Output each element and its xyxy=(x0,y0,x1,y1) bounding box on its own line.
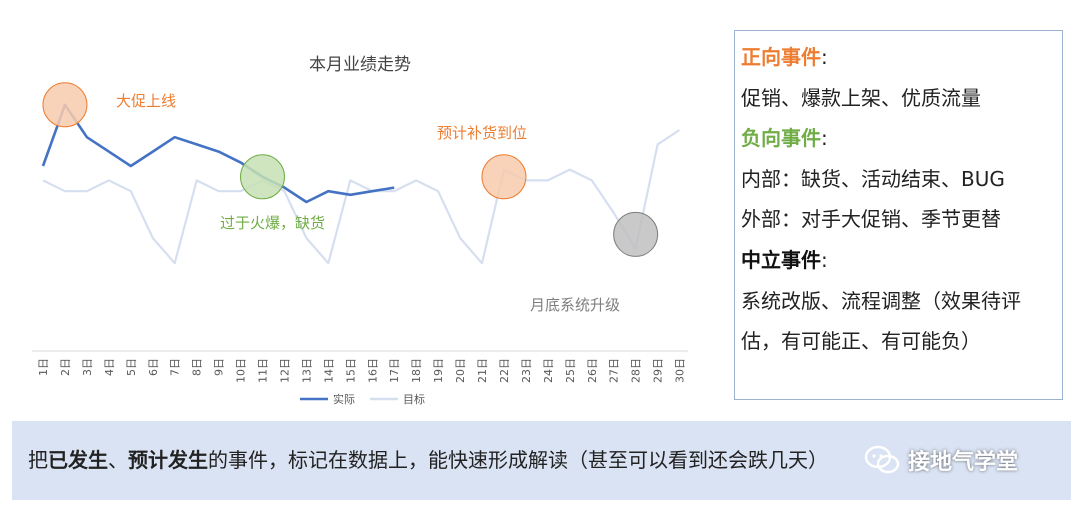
legend-label-actual: 实际 xyxy=(333,392,355,406)
positive-items: 促销、爆款上架、优质流量 xyxy=(741,85,981,110)
x-tick-label: 13日 xyxy=(300,358,313,383)
x-tick-label: 14日 xyxy=(322,358,335,383)
x-tick-label: 10日 xyxy=(235,358,248,383)
positive-heading: 正向事件: xyxy=(741,37,1062,78)
x-tick-label: 7日 xyxy=(169,358,182,376)
x-tick-label: 9日 xyxy=(213,358,226,376)
x-tick-label: 11日 xyxy=(257,358,270,383)
wechat-icon xyxy=(864,445,900,474)
x-tick-label: 5日 xyxy=(125,358,138,376)
x-tick-label: 1日 xyxy=(37,358,50,376)
annotation-label-1: 大促上线 xyxy=(116,92,176,110)
bottom-banner: 把已发生、预计发生的事件，标记在数据上，能快速形成解读（甚至可以看到还会跌几天） xyxy=(12,421,1071,500)
annotation-label-3: 预计补货到位 xyxy=(437,124,527,142)
x-tick-label: 20日 xyxy=(454,358,467,383)
watermark: 接地气学堂 xyxy=(864,440,1018,480)
neutral-title: 中立事件 xyxy=(741,247,821,272)
annotation-marker-2 xyxy=(240,154,285,200)
negative-colon: : xyxy=(821,126,828,151)
x-tick-label: 18日 xyxy=(410,358,423,383)
negative-internal: 内部：缺货、活动结束、BUG xyxy=(741,166,1005,191)
annotation-label-2: 过于火爆，缺货 xyxy=(220,214,325,232)
x-tick-label: 17日 xyxy=(388,358,401,383)
series-line-target xyxy=(42,129,681,265)
x-tick-label: 29日 xyxy=(652,358,665,383)
x-tick-label: 21日 xyxy=(476,358,489,383)
x-tick-label: 19日 xyxy=(432,358,445,383)
series-line-actual xyxy=(41,103,395,204)
x-tick-label: 30日 xyxy=(674,358,687,383)
watermark-text: 接地气学堂 xyxy=(908,450,1019,475)
x-tick-label: 26日 xyxy=(586,358,599,383)
neutral-items-2: 估，有可能正、有可能负） xyxy=(741,329,981,354)
positive-colon: : xyxy=(821,45,828,69)
annotation-marker-3 xyxy=(481,154,527,200)
x-tick-label: 23日 xyxy=(520,358,533,383)
x-tick-label: 27日 xyxy=(608,358,621,383)
negative-title: 负向事件 xyxy=(741,126,821,151)
x-tick-label: 22日 xyxy=(498,358,511,383)
banner-bold-1: 已发生 xyxy=(48,448,108,472)
legend-label-target: 目标 xyxy=(403,392,425,406)
x-tick-label: 15日 xyxy=(344,358,357,383)
annotation-marker-1 xyxy=(42,82,88,128)
banner-text-1: 把 xyxy=(28,448,48,472)
annotation-label-4: 月底系统升级 xyxy=(530,296,620,314)
chart-title: 本月业绩走势 xyxy=(309,55,411,75)
positive-title: 正向事件 xyxy=(741,45,821,69)
x-tick-label: 16日 xyxy=(366,358,379,383)
event-panel: 正向事件: 促销、爆款上架、优质流量 负向事件: 内部：缺货、活动结束、BUG … xyxy=(734,30,1063,400)
neutral-heading: 中立事件: xyxy=(741,240,1062,281)
x-tick-label: 25日 xyxy=(564,358,577,383)
banner-text-2: 、 xyxy=(108,448,128,472)
negative-heading: 负向事件: xyxy=(741,118,1062,159)
x-tick-label: 4日 xyxy=(103,358,116,376)
x-tick-label: 24日 xyxy=(542,358,555,383)
negative-external: 外部：对手大促销、季节更替 xyxy=(741,207,1001,232)
x-tick-label: 12日 xyxy=(278,358,291,383)
neutral-items-1: 系统改版、流程调整（效果待评 xyxy=(741,288,1021,313)
x-tick-label: 8日 xyxy=(191,358,204,376)
banner-bold-2: 预计发生 xyxy=(128,448,208,472)
line-chart: 本月业绩走势大促上线过于火爆，缺货 预计补货到位月底系统升级 1日 2日 3日 4日 5日 6… xyxy=(32,55,688,406)
banner-text-3: 的事件，标记在数据上，能快速形成解读（甚至可以看到还会跌几天） xyxy=(208,448,828,472)
neutral-colon: : xyxy=(821,247,828,272)
x-tick-label: 6日 xyxy=(147,358,160,376)
x-tick-label: 28日 xyxy=(630,358,643,383)
x-tick-label: 3日 xyxy=(81,358,94,376)
annotation-marker-4 xyxy=(613,211,659,257)
x-tick-label: 2日 xyxy=(59,358,72,376)
